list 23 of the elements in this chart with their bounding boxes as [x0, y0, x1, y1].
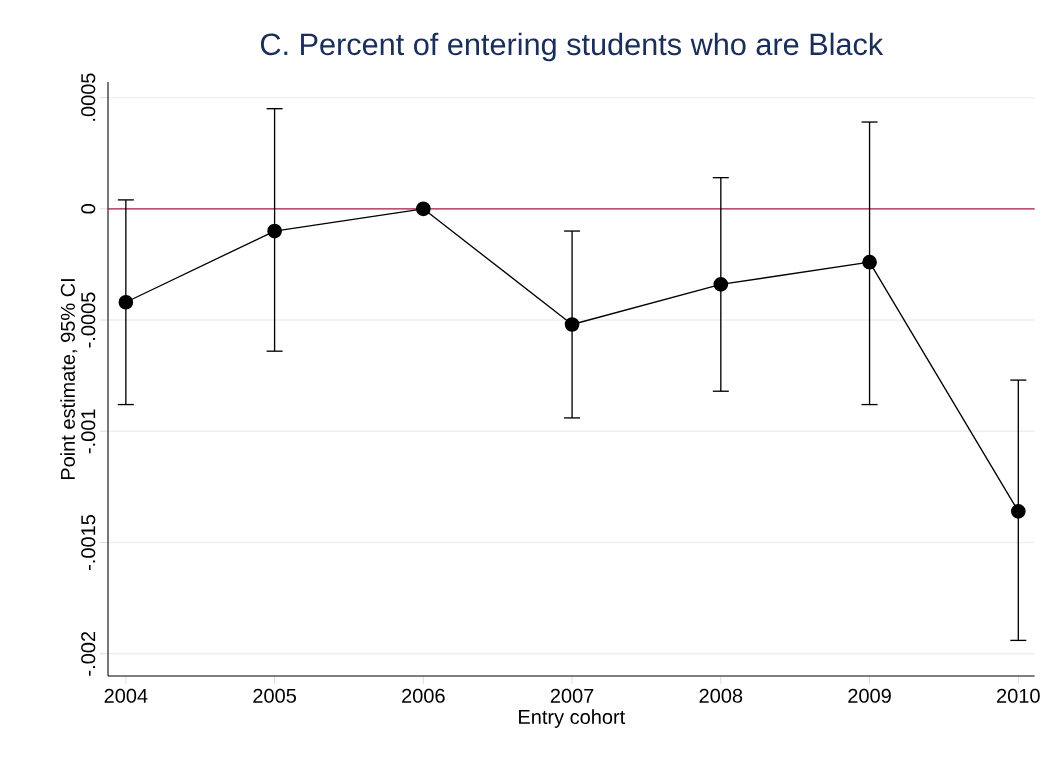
point [416, 201, 431, 217]
y-tick-label: -.002 [81, 631, 96, 676]
x-tick-label: 2004 [104, 688, 148, 703]
point [118, 294, 134, 310]
x-tick-label: 2006 [402, 688, 445, 703]
y-tick-label: .0005 [81, 73, 96, 121]
point [267, 223, 282, 239]
y-axis-title: Point estimate, 95% CI [60, 279, 78, 480]
chart-title: C. Percent of entering students who are Black [260, 32, 884, 62]
x-tick-label: 2005 [253, 688, 296, 703]
x-tick-label: 2008 [699, 688, 743, 703]
x-tick-label: 2010 [997, 688, 1040, 703]
y-tick-label: -.0005 [81, 292, 96, 348]
x-tick-label: 2009 [848, 688, 891, 703]
x-axis-title: Entry cohort [519, 709, 626, 728]
point [713, 277, 729, 292]
point [862, 254, 877, 270]
y-tick-label: 0 [81, 204, 96, 214]
point [1010, 504, 1026, 519]
y-tick-label: -.0015 [81, 514, 96, 570]
y-tick-label: -.001 [81, 409, 96, 454]
point [564, 317, 580, 332]
x-tick-label: 2007 [550, 688, 594, 703]
